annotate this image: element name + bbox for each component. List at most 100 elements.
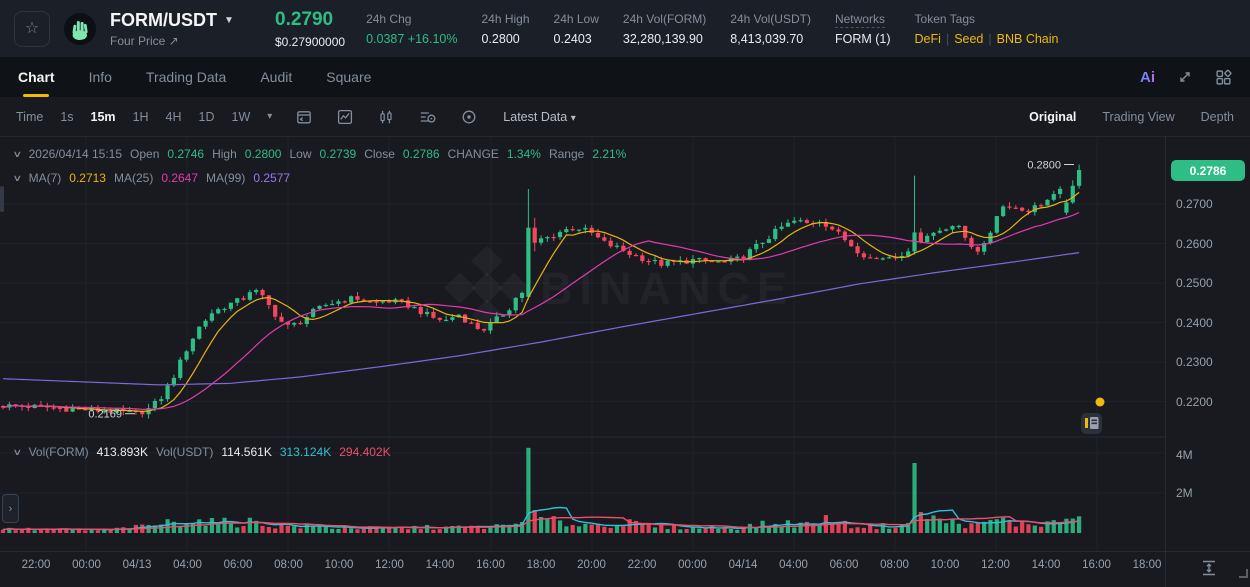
chart-low-label: 0.2169 xyxy=(88,409,122,421)
networks-value: FORM (1) xyxy=(834,31,891,46)
pair-selector[interactable]: FORM/USDT ▼ xyxy=(110,10,262,31)
svg-text:BINANCE: BINANCE xyxy=(540,263,794,314)
price-axis[interactable]: 0.2786 0.2700 0.2600 0.2500 0.2400 0.2300 0.2… xyxy=(1165,137,1250,551)
close-value: 0.2786 xyxy=(402,147,440,161)
stat-24h-chg: 24h Chg 0.0387 +16.10% xyxy=(366,11,458,46)
tab-info[interactable]: Info xyxy=(88,69,112,85)
time-axis-tick: 16:00 xyxy=(476,559,505,571)
price-axis-tick: 0.2700 xyxy=(1176,197,1213,211)
interval-1s[interactable]: 1s xyxy=(60,109,74,124)
time-axis-tick: 04:00 xyxy=(779,559,808,571)
time-axis-tick: 08:00 xyxy=(880,559,909,571)
time-axis-tick: 16:00 xyxy=(1082,559,1111,571)
interval-15m[interactable]: 15m xyxy=(90,109,116,124)
time-axis-tick: 12:00 xyxy=(375,559,404,571)
time-axis-tick: 04/14 xyxy=(728,559,758,571)
change-value: 1.34% xyxy=(506,147,541,161)
news-marker-icon xyxy=(1081,397,1105,434)
ticker-header: ☆ FORM/USDT ▼ Four Price ↗ 0.2790 $0.279… xyxy=(0,0,1250,57)
interval-1h[interactable]: 1H xyxy=(132,109,149,124)
price-axis-tick: 4M xyxy=(1176,448,1193,462)
ma7-value: 0.2713 xyxy=(69,171,106,185)
time-axis-tick: 14:00 xyxy=(425,559,455,571)
time-axis-tick: 10:00 xyxy=(324,559,354,571)
chart-area: BINANCE 0.2800 0.2169 ∨ 2026/04/14 15:15 O… xyxy=(0,137,1250,551)
interval-4h[interactable]: 4H xyxy=(165,109,182,124)
interval-dropdown-icon[interactable]: ▾ xyxy=(267,111,273,122)
range-value: 2.21% xyxy=(592,147,627,161)
chart-high-label: 0.2800 xyxy=(1027,160,1061,172)
collapse-volume-icon[interactable]: ∨ xyxy=(12,446,23,457)
volume-pane-expand-button[interactable]: › xyxy=(2,494,19,523)
time-axis-tick: 22:00 xyxy=(627,559,657,571)
time-axis-tick: 00:00 xyxy=(678,559,707,571)
low-value: 0.2739 xyxy=(319,147,357,161)
chart-style-candles-icon[interactable] xyxy=(378,109,394,125)
time-axis-tick: 04/13 xyxy=(122,559,152,571)
layout-grid-icon[interactable] xyxy=(1215,69,1232,86)
view-depth[interactable]: Depth xyxy=(1200,109,1234,124)
ticker-stats: 24h Chg 0.0387 +16.10% 24h High 0.2800 2… xyxy=(366,11,1059,46)
interval-1d[interactable]: 1D xyxy=(198,109,215,124)
usd-price: $0.27900000 xyxy=(275,34,346,49)
time-axis-tick: 22:00 xyxy=(21,559,51,571)
ohlc-legend: ∨ 2026/04/14 15:15 Open 0.2746 High 0.2800… xyxy=(12,147,627,161)
tab-square[interactable]: Square xyxy=(326,69,372,85)
interval-1w[interactable]: 1W xyxy=(231,109,251,124)
ma25-value: 0.2647 xyxy=(161,171,199,185)
fullscreen-expand-icon[interactable] xyxy=(1177,69,1193,85)
chart-style-line-icon[interactable] xyxy=(337,109,353,125)
stat-networks: Networks FORM (1) xyxy=(834,11,891,46)
ai-assistant-icon[interactable]: Ai xyxy=(1140,68,1155,86)
vol-form-value: 413.893K xyxy=(96,445,148,459)
networks-label[interactable]: Networks xyxy=(834,11,885,28)
time-axis-tick: 06:00 xyxy=(223,559,253,571)
stat-token-tags: Token Tags DeFi | Seed | BNB Chain xyxy=(914,11,1059,46)
collapse-ma-icon[interactable]: ∨ xyxy=(12,172,23,183)
interval-time[interactable]: Time xyxy=(16,109,44,124)
price-axis-tick: 0.2200 xyxy=(1176,394,1213,409)
candle-datetime: 2026/04/14 15:15 xyxy=(28,147,123,161)
favorite-star-button[interactable]: ☆ xyxy=(14,10,50,47)
axis-divider xyxy=(1165,552,1166,587)
tab-audit[interactable]: Audit xyxy=(260,69,293,85)
time-axis-tick: 08:00 xyxy=(274,559,303,571)
chart-settings-icon[interactable] xyxy=(461,109,477,125)
tag-bnb-chain[interactable]: BNB Chain xyxy=(996,31,1059,46)
tab-trading-data[interactable]: Trading Data xyxy=(145,69,227,85)
price-block: 0.2790 $0.27900000 xyxy=(275,9,345,49)
time-axis-tick: 06:00 xyxy=(829,559,859,571)
view-original[interactable]: Original xyxy=(1029,109,1077,124)
price-axis-tick: 0.2500 xyxy=(1176,276,1213,290)
stat-24h-low: 24h Low 0.2403 xyxy=(553,11,599,46)
auto-fit-scale-icon[interactable] xyxy=(1200,559,1218,582)
form-coin-logo xyxy=(63,12,97,45)
page-tabs: Chart Info Trading Data Audit Square Ai xyxy=(0,57,1250,97)
drawing-toolbar-handle[interactable] xyxy=(0,186,4,212)
tag-defi[interactable]: DeFi xyxy=(914,31,941,46)
high-value: 0.2800 xyxy=(244,147,282,161)
view-trading-view[interactable]: Trading View xyxy=(1102,109,1175,124)
tab-chart[interactable]: Chart xyxy=(18,57,55,97)
stat-24h-high: 24h High 0.2800 xyxy=(481,11,530,46)
tag-seed[interactable]: Seed xyxy=(954,31,984,46)
open-value: 0.2746 xyxy=(167,147,205,161)
tabs-right-icons: Ai xyxy=(1140,57,1232,97)
chart-toolbar: Time 1s 15m 1H 4H 1D 1W ▾ xyxy=(0,97,1250,137)
time-axis[interactable]: 22:00 00:00 04/13 04:00 06:00 08:00 10:00 12:00… xyxy=(0,551,1250,587)
vol-usdt-value: 114.561K xyxy=(221,445,272,459)
ma99-value: 0.2577 xyxy=(253,171,291,185)
time-axis-tick: 00:00 xyxy=(72,559,101,571)
collapse-ohlc-icon[interactable]: ∨ xyxy=(12,148,23,159)
chart-canvas[interactable]: BINANCE 0.2800 0.2169 xyxy=(0,137,1165,551)
time-axis-tick: 12:00 xyxy=(981,559,1010,571)
resize-corner-icon[interactable] xyxy=(1239,569,1248,578)
time-axis-tick: 18:00 xyxy=(1132,559,1162,571)
indicators-icon[interactable] xyxy=(419,109,436,125)
last-price: 0.2790 xyxy=(275,8,334,30)
time-axis-tick: 04:00 xyxy=(173,559,202,571)
date-range-icon[interactable] xyxy=(296,109,312,125)
time-axis-tick: 14:00 xyxy=(1031,559,1061,571)
token-page-link[interactable]: Four Price ↗ xyxy=(110,33,179,48)
latest-data-dropdown[interactable]: Latest Data ▾ xyxy=(503,109,576,124)
